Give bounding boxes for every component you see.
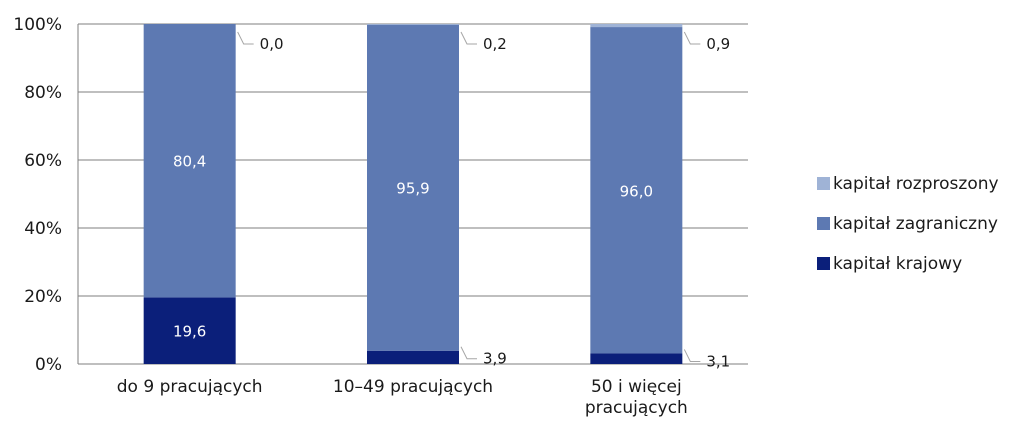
x-tick-label: pracujących bbox=[585, 398, 688, 418]
value-labels: 19,6 80,4 0,0 3,9 95,9 0,2 3,1 96,0 0,9 bbox=[173, 31, 730, 370]
legend-swatch bbox=[817, 177, 830, 190]
data-label: 3,9 bbox=[483, 350, 507, 368]
data-label: 96,0 bbox=[620, 182, 653, 200]
y-tick-label: 60% bbox=[24, 151, 62, 171]
leader-line bbox=[683, 349, 701, 362]
data-label: 0,0 bbox=[260, 35, 284, 53]
legend-swatch bbox=[817, 257, 830, 270]
y-tick-label: 40% bbox=[24, 219, 62, 239]
leader-line bbox=[460, 346, 477, 360]
bar-segment bbox=[590, 27, 683, 354]
data-label: 19,6 bbox=[173, 323, 206, 341]
data-label: 3,1 bbox=[706, 352, 730, 370]
bar-segment bbox=[143, 24, 236, 298]
data-label: 0,2 bbox=[483, 35, 507, 53]
y-axis: 0% 20% 40% 60% 80% 100% bbox=[13, 15, 79, 375]
data-label: 0,9 bbox=[706, 35, 730, 53]
bar-segment bbox=[143, 297, 236, 364]
legend: kapitał rozproszony kapitał zagraniczny ka… bbox=[817, 174, 999, 274]
x-tick-label: do 9 pracujących bbox=[117, 377, 263, 397]
legend-label: kapitał krajowy bbox=[833, 254, 962, 274]
data-label: 80,4 bbox=[173, 153, 206, 171]
y-tick-label: 80% bbox=[24, 83, 62, 103]
y-tick-label: 20% bbox=[24, 287, 62, 307]
x-tick-label: 50 i więcej bbox=[591, 377, 682, 397]
legend-label: kapitał rozproszony bbox=[833, 174, 999, 194]
bar-segment bbox=[367, 24, 459, 25]
bar-segment bbox=[590, 353, 683, 364]
leader-line bbox=[683, 31, 701, 45]
bars bbox=[143, 24, 683, 364]
bar-segment bbox=[367, 24, 459, 351]
x-tick-label: 10–49 pracujących bbox=[333, 377, 493, 397]
y-tick-label: 100% bbox=[13, 15, 62, 35]
legend-label: kapitał zagraniczny bbox=[833, 214, 998, 234]
leader-line bbox=[237, 31, 254, 45]
bar-segment bbox=[367, 350, 459, 364]
leader-line bbox=[460, 31, 477, 45]
data-label: 95,9 bbox=[396, 180, 429, 198]
bar-segment bbox=[590, 24, 683, 28]
x-axis: do 9 pracujących 10–49 pracujących 50 i wi… bbox=[117, 377, 688, 418]
y-tick-label: 0% bbox=[35, 355, 62, 375]
legend-swatch bbox=[817, 217, 830, 230]
